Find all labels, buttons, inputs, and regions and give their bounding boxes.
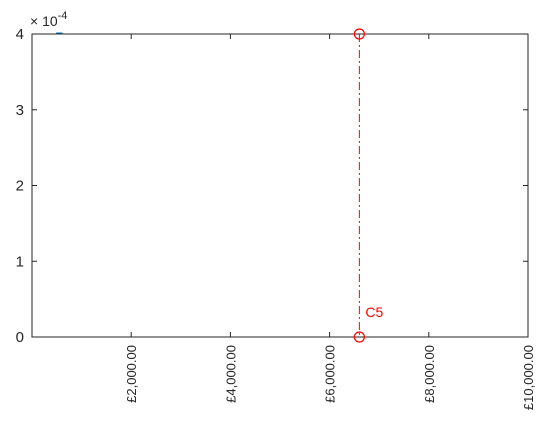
y-tick-label: 2 [16, 178, 24, 195]
marker-circle-bottom [353, 331, 365, 343]
x-tick-label: £4,000.00 [223, 345, 238, 403]
y-axis-multiplier: × 10-4 [30, 10, 67, 29]
marker-label: C5 [365, 304, 383, 320]
x-tick-label: £2,000.00 [124, 345, 139, 403]
x-tick-label: £8,000.00 [422, 345, 437, 403]
y-tick-label: 1 [16, 253, 24, 270]
y-tick-label: 0 [16, 329, 24, 346]
x-tick-label: £6,000.00 [323, 345, 338, 403]
marker-circle-top [353, 28, 365, 40]
y-tick-label: 4 [16, 26, 24, 43]
plot-area-box [31, 33, 529, 338]
x-tick-label: £10,000.00 [521, 345, 536, 410]
y-tick-label: 3 [16, 102, 24, 119]
